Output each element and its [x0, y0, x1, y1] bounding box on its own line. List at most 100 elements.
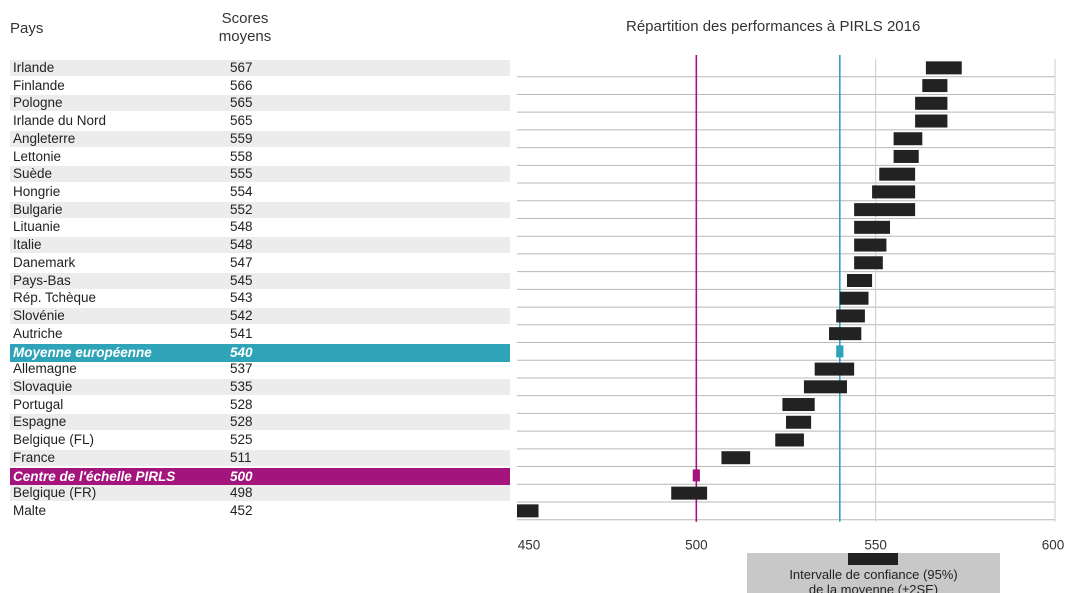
country-name: Danemark — [13, 254, 76, 270]
chart-title: Répartition des performances à PIRLS 201… — [626, 18, 921, 35]
interval-bar — [915, 96, 948, 110]
score-header-line2: moyens — [218, 28, 272, 45]
table-row: Portugal 528 — [10, 397, 510, 413]
mean-score: 548 — [230, 219, 253, 235]
table-row: Espagne 528 — [10, 414, 510, 431]
interval-bar — [893, 149, 919, 163]
country-name: Slovénie — [13, 308, 65, 324]
mean-score: 545 — [230, 272, 253, 288]
interval-bar — [925, 61, 962, 75]
mean-score: 511 — [230, 449, 252, 465]
country-name: Belgique (FR) — [13, 485, 97, 501]
country-name: Lituanie — [13, 219, 61, 235]
mean-score: 565 — [230, 95, 253, 111]
table-row: Pays-Bas 545 — [10, 272, 510, 289]
interval-bar — [879, 167, 916, 181]
interval-bar — [814, 362, 855, 376]
mean-score: 543 — [230, 290, 253, 306]
table-row: France 511 — [10, 449, 510, 466]
table-row: Irlande du Nord 565 — [10, 113, 510, 129]
country-name: Autriche — [13, 325, 63, 341]
mean-score: 559 — [230, 130, 253, 146]
country-name: Pays-Bas — [13, 272, 71, 288]
table-row: Rép. Tchèque 543 — [10, 290, 510, 306]
table-row: Hongrie 554 — [10, 184, 510, 200]
x-tick-label: 600 — [1042, 538, 1065, 553]
interval-bar — [872, 185, 916, 199]
score-header-line1: Scores — [221, 10, 269, 27]
country-name: Italie — [13, 237, 42, 253]
legend-interval-swatch — [848, 553, 898, 565]
legend-text-line2: de la moyenne (±2SE) — [808, 582, 939, 593]
mean-score: 540 — [230, 344, 253, 360]
mean-score: 567 — [230, 60, 253, 75]
interval-bar — [782, 398, 815, 412]
country-name: Irlande du Nord — [13, 113, 107, 129]
table-row: Pologne 565 — [10, 95, 510, 112]
interval-bar — [829, 327, 862, 341]
country-column-header: Pays — [10, 20, 44, 37]
country-name: Espagne — [13, 414, 67, 430]
country-name: Slovaquie — [13, 378, 73, 394]
interval-bar — [846, 274, 873, 287]
x-tick-label: 550 — [864, 538, 887, 553]
table-row: Lettonie 558 — [10, 149, 510, 165]
interval-bar — [671, 486, 708, 500]
interval-bar — [517, 504, 539, 518]
mean-score: 452 — [230, 503, 253, 518]
table-row: Irlande 567 — [10, 60, 510, 76]
mean-score: 565 — [230, 113, 253, 129]
mean-score: 554 — [230, 184, 253, 200]
interval-bar — [922, 79, 948, 93]
confidence-interval-legend: Intervalle de confiance (95%) de la moye… — [747, 553, 1000, 593]
table-row: Suède 555 — [10, 166, 510, 183]
country-name: Suède — [13, 166, 53, 182]
table-row: Belgique (FR) 498 — [10, 485, 510, 502]
mean-score: 528 — [230, 396, 253, 412]
table-row: Italie 548 — [10, 237, 510, 254]
interval-bar — [721, 451, 751, 465]
table-row: Slovénie 542 — [10, 308, 510, 325]
country-name: Rép. Tchèque — [13, 290, 97, 306]
legend-text-line1: Intervalle de confiance (95%) — [789, 567, 958, 582]
country-name: Malte — [13, 503, 47, 518]
country-name: Bulgarie — [13, 201, 63, 217]
country-name: Pologne — [13, 95, 63, 111]
table-row: Centre de l'échelle PIRLS 500 — [10, 467, 510, 486]
table-row: Slovaquie 535 — [10, 378, 510, 395]
table-row: Malte 452 — [10, 503, 510, 519]
interval-bar — [854, 220, 891, 234]
mean-score: 558 — [230, 148, 253, 164]
x-tick-label: 500 — [685, 538, 708, 553]
table-row: Moyenne européenne 540 — [10, 343, 510, 362]
interval-bar — [854, 238, 887, 252]
mean-score: 525 — [230, 432, 253, 448]
mean-score: 541 — [230, 325, 253, 341]
mean-score: 500 — [230, 468, 253, 484]
mean-score: 566 — [230, 77, 253, 93]
table-row: Lituanie 548 — [10, 219, 510, 235]
country-name: Centre de l'échelle PIRLS — [13, 468, 176, 484]
country-name: Allemagne — [13, 361, 77, 377]
score-column-header: Scores moyens — [200, 10, 290, 46]
table-row: Allemagne 537 — [10, 361, 510, 377]
interval-bar — [854, 203, 916, 217]
table-row: Danemark 547 — [10, 255, 510, 271]
table-row: Angleterre 559 — [10, 130, 510, 147]
interval-bar — [836, 309, 865, 323]
country-name: Moyenne européenne — [13, 344, 152, 360]
country-name: Portugal — [13, 396, 64, 412]
country-name: Hongrie — [13, 184, 61, 200]
interval-bar — [915, 114, 948, 128]
country-name: France — [13, 449, 56, 465]
country-name: Finlande — [13, 77, 65, 93]
country-name: Lettonie — [13, 148, 62, 164]
interval-bar — [786, 415, 812, 429]
mean-score: 537 — [230, 361, 253, 377]
interval-bar — [836, 345, 844, 358]
country-name: Irlande — [13, 60, 55, 75]
legend-text: Intervalle de confiance (95%) de la moye… — [747, 567, 1000, 593]
interval-bar — [692, 469, 700, 482]
mean-score: 535 — [230, 378, 253, 394]
